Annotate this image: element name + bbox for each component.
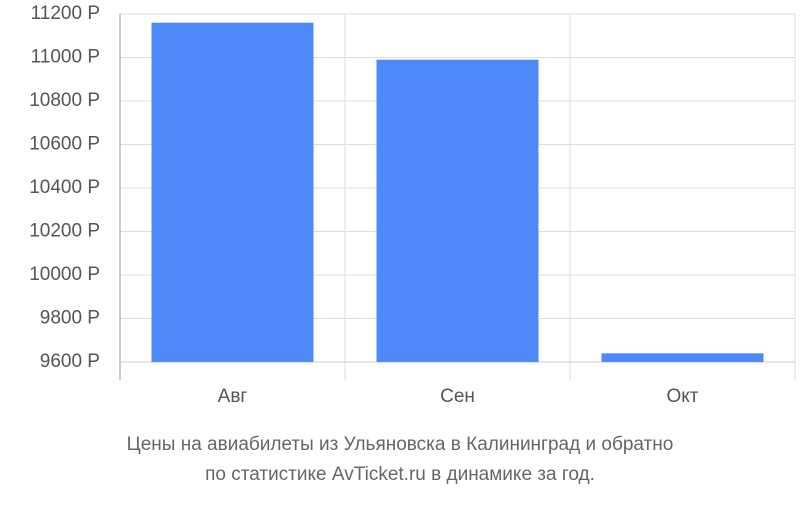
chart-title: Цены на авиабилеты из Ульяновска в Калин… <box>127 434 674 455</box>
bar <box>151 22 314 362</box>
chart-title: по статистике AvTicket.ru в динамике за … <box>205 464 595 485</box>
bar <box>601 353 764 362</box>
bar <box>376 59 539 363</box>
x-tick-label: Авг <box>218 386 248 407</box>
y-tick-label: 10600 Р <box>29 134 100 155</box>
y-tick-label: 10800 Р <box>29 90 100 111</box>
x-tick-label: Окт <box>666 386 698 407</box>
x-tick-label: Сен <box>440 386 475 407</box>
y-tick-label: 11000 Р <box>31 47 100 68</box>
y-tick-label: 9600 Р <box>40 351 100 372</box>
y-tick-label: 10000 Р <box>29 264 100 285</box>
y-tick-label: 10200 Р <box>29 221 100 242</box>
y-tick-label: 9800 Р <box>40 308 100 329</box>
y-tick-label: 10400 Р <box>29 177 100 198</box>
y-tick-label: 11200 Р <box>31 3 100 24</box>
